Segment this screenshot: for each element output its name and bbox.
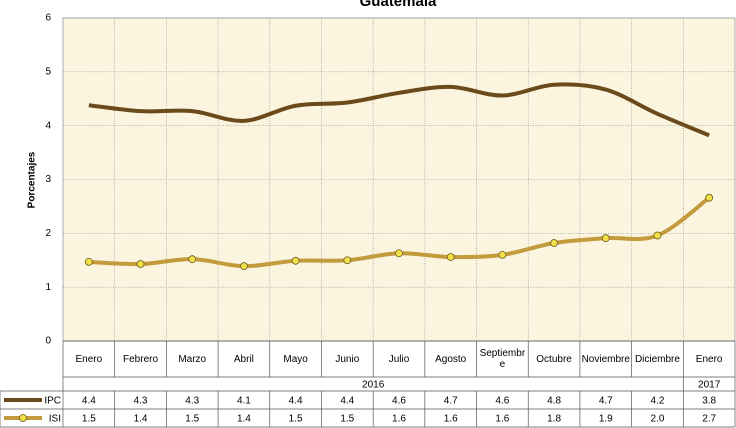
table-value: 1.5 bbox=[340, 414, 354, 425]
x-tick-label-box: Agosto bbox=[435, 353, 467, 365]
x-tick-label: Mayo bbox=[283, 353, 308, 365]
x-tick-label-box: Septiembre bbox=[479, 348, 526, 370]
y-axis-label: Porcentajes bbox=[27, 151, 38, 208]
legend-label: IPC bbox=[44, 396, 61, 407]
y-tick-label: 0 bbox=[45, 336, 51, 347]
y-tick-label: 5 bbox=[45, 66, 51, 77]
x-tick-label-box: Diciembre bbox=[634, 353, 680, 365]
legend-label: ISI bbox=[49, 414, 61, 425]
x-tick-label: Diciembre bbox=[634, 353, 680, 365]
x-tick-label: Julio bbox=[388, 353, 410, 365]
x-tick-label: Febrero bbox=[123, 353, 159, 365]
x-group-label: 2017 bbox=[698, 380, 721, 391]
marker bbox=[188, 255, 197, 264]
legend-marker bbox=[19, 414, 27, 422]
x-tick-label-box: Junio bbox=[335, 353, 360, 365]
table-value: 1.4 bbox=[134, 414, 148, 425]
x-tick-label: Marzo bbox=[178, 353, 207, 365]
marker bbox=[601, 234, 610, 243]
x-tick-label-box: Enero bbox=[75, 353, 103, 365]
table-value: 4.3 bbox=[185, 396, 199, 407]
marker bbox=[446, 253, 455, 261]
table-value: 4.7 bbox=[599, 396, 613, 407]
table-value: 1.4 bbox=[237, 414, 251, 425]
marker bbox=[653, 231, 662, 240]
marker bbox=[136, 260, 145, 268]
x-tick-label-box: Mayo bbox=[283, 353, 308, 365]
x-tick-label-box: Febrero bbox=[123, 353, 159, 365]
x-tick-label: Enero bbox=[75, 353, 103, 365]
x-tick-label-box: Octubre bbox=[536, 353, 572, 365]
table-value: 3.8 bbox=[702, 396, 716, 407]
marker bbox=[343, 256, 352, 265]
table-value: 4.7 bbox=[444, 396, 458, 407]
table-value: 1.9 bbox=[599, 414, 613, 425]
table-value: 1.5 bbox=[82, 414, 96, 425]
table-value: 1.8 bbox=[547, 414, 561, 425]
y-tick-label: 1 bbox=[45, 282, 51, 293]
table-value: 1.6 bbox=[495, 414, 509, 425]
table-value: 4.3 bbox=[134, 396, 148, 407]
marker bbox=[395, 249, 403, 258]
chart-title: Guatemala bbox=[360, 0, 437, 10]
table-value: 4.8 bbox=[547, 396, 561, 407]
x-group-label: 2016 bbox=[362, 380, 385, 391]
table-value: 4.2 bbox=[651, 396, 665, 407]
x-tick-label: Octubre bbox=[536, 353, 572, 365]
x-tick-label-box: Enero bbox=[695, 353, 723, 365]
y-tick-label: 6 bbox=[45, 13, 51, 24]
table-value: 4.6 bbox=[495, 396, 509, 407]
y-tick-label: 2 bbox=[45, 228, 51, 239]
table-value: 2.0 bbox=[651, 414, 665, 425]
marker bbox=[291, 256, 300, 265]
x-tick-label-box: Noviembre bbox=[581, 353, 630, 365]
table-value: 4.4 bbox=[340, 396, 354, 407]
x-tick-label-box: Julio bbox=[388, 353, 410, 365]
table-value: 4.4 bbox=[289, 396, 303, 407]
table-value: 1.5 bbox=[185, 414, 199, 425]
x-tick-label: Septiembre bbox=[479, 348, 526, 370]
x-tick-label: Enero bbox=[695, 353, 723, 365]
table-value: 4.6 bbox=[392, 396, 406, 407]
marker bbox=[550, 239, 558, 247]
x-tick-label: Agosto bbox=[435, 353, 467, 365]
x-tick-label-box: Marzo bbox=[178, 353, 207, 365]
marker bbox=[84, 257, 93, 266]
x-tick-label: Noviembre bbox=[581, 353, 630, 365]
x-tick-label: Abril bbox=[233, 353, 254, 365]
x-tick-label: Junio bbox=[335, 353, 360, 365]
table-value: 1.5 bbox=[289, 414, 303, 425]
x-tick-label-box: Abril bbox=[233, 353, 254, 365]
table-value: 4.1 bbox=[237, 396, 251, 407]
y-tick-label: 3 bbox=[45, 174, 51, 185]
line bbox=[88, 82, 710, 138]
table-value: 1.6 bbox=[444, 414, 458, 425]
table-value: 2.7 bbox=[702, 414, 716, 425]
marker bbox=[240, 262, 248, 271]
marker bbox=[705, 193, 714, 202]
table-value: 1.6 bbox=[392, 414, 406, 425]
table-value: 4.4 bbox=[82, 396, 96, 407]
y-tick-label: 4 bbox=[45, 120, 51, 131]
marker bbox=[498, 250, 507, 259]
